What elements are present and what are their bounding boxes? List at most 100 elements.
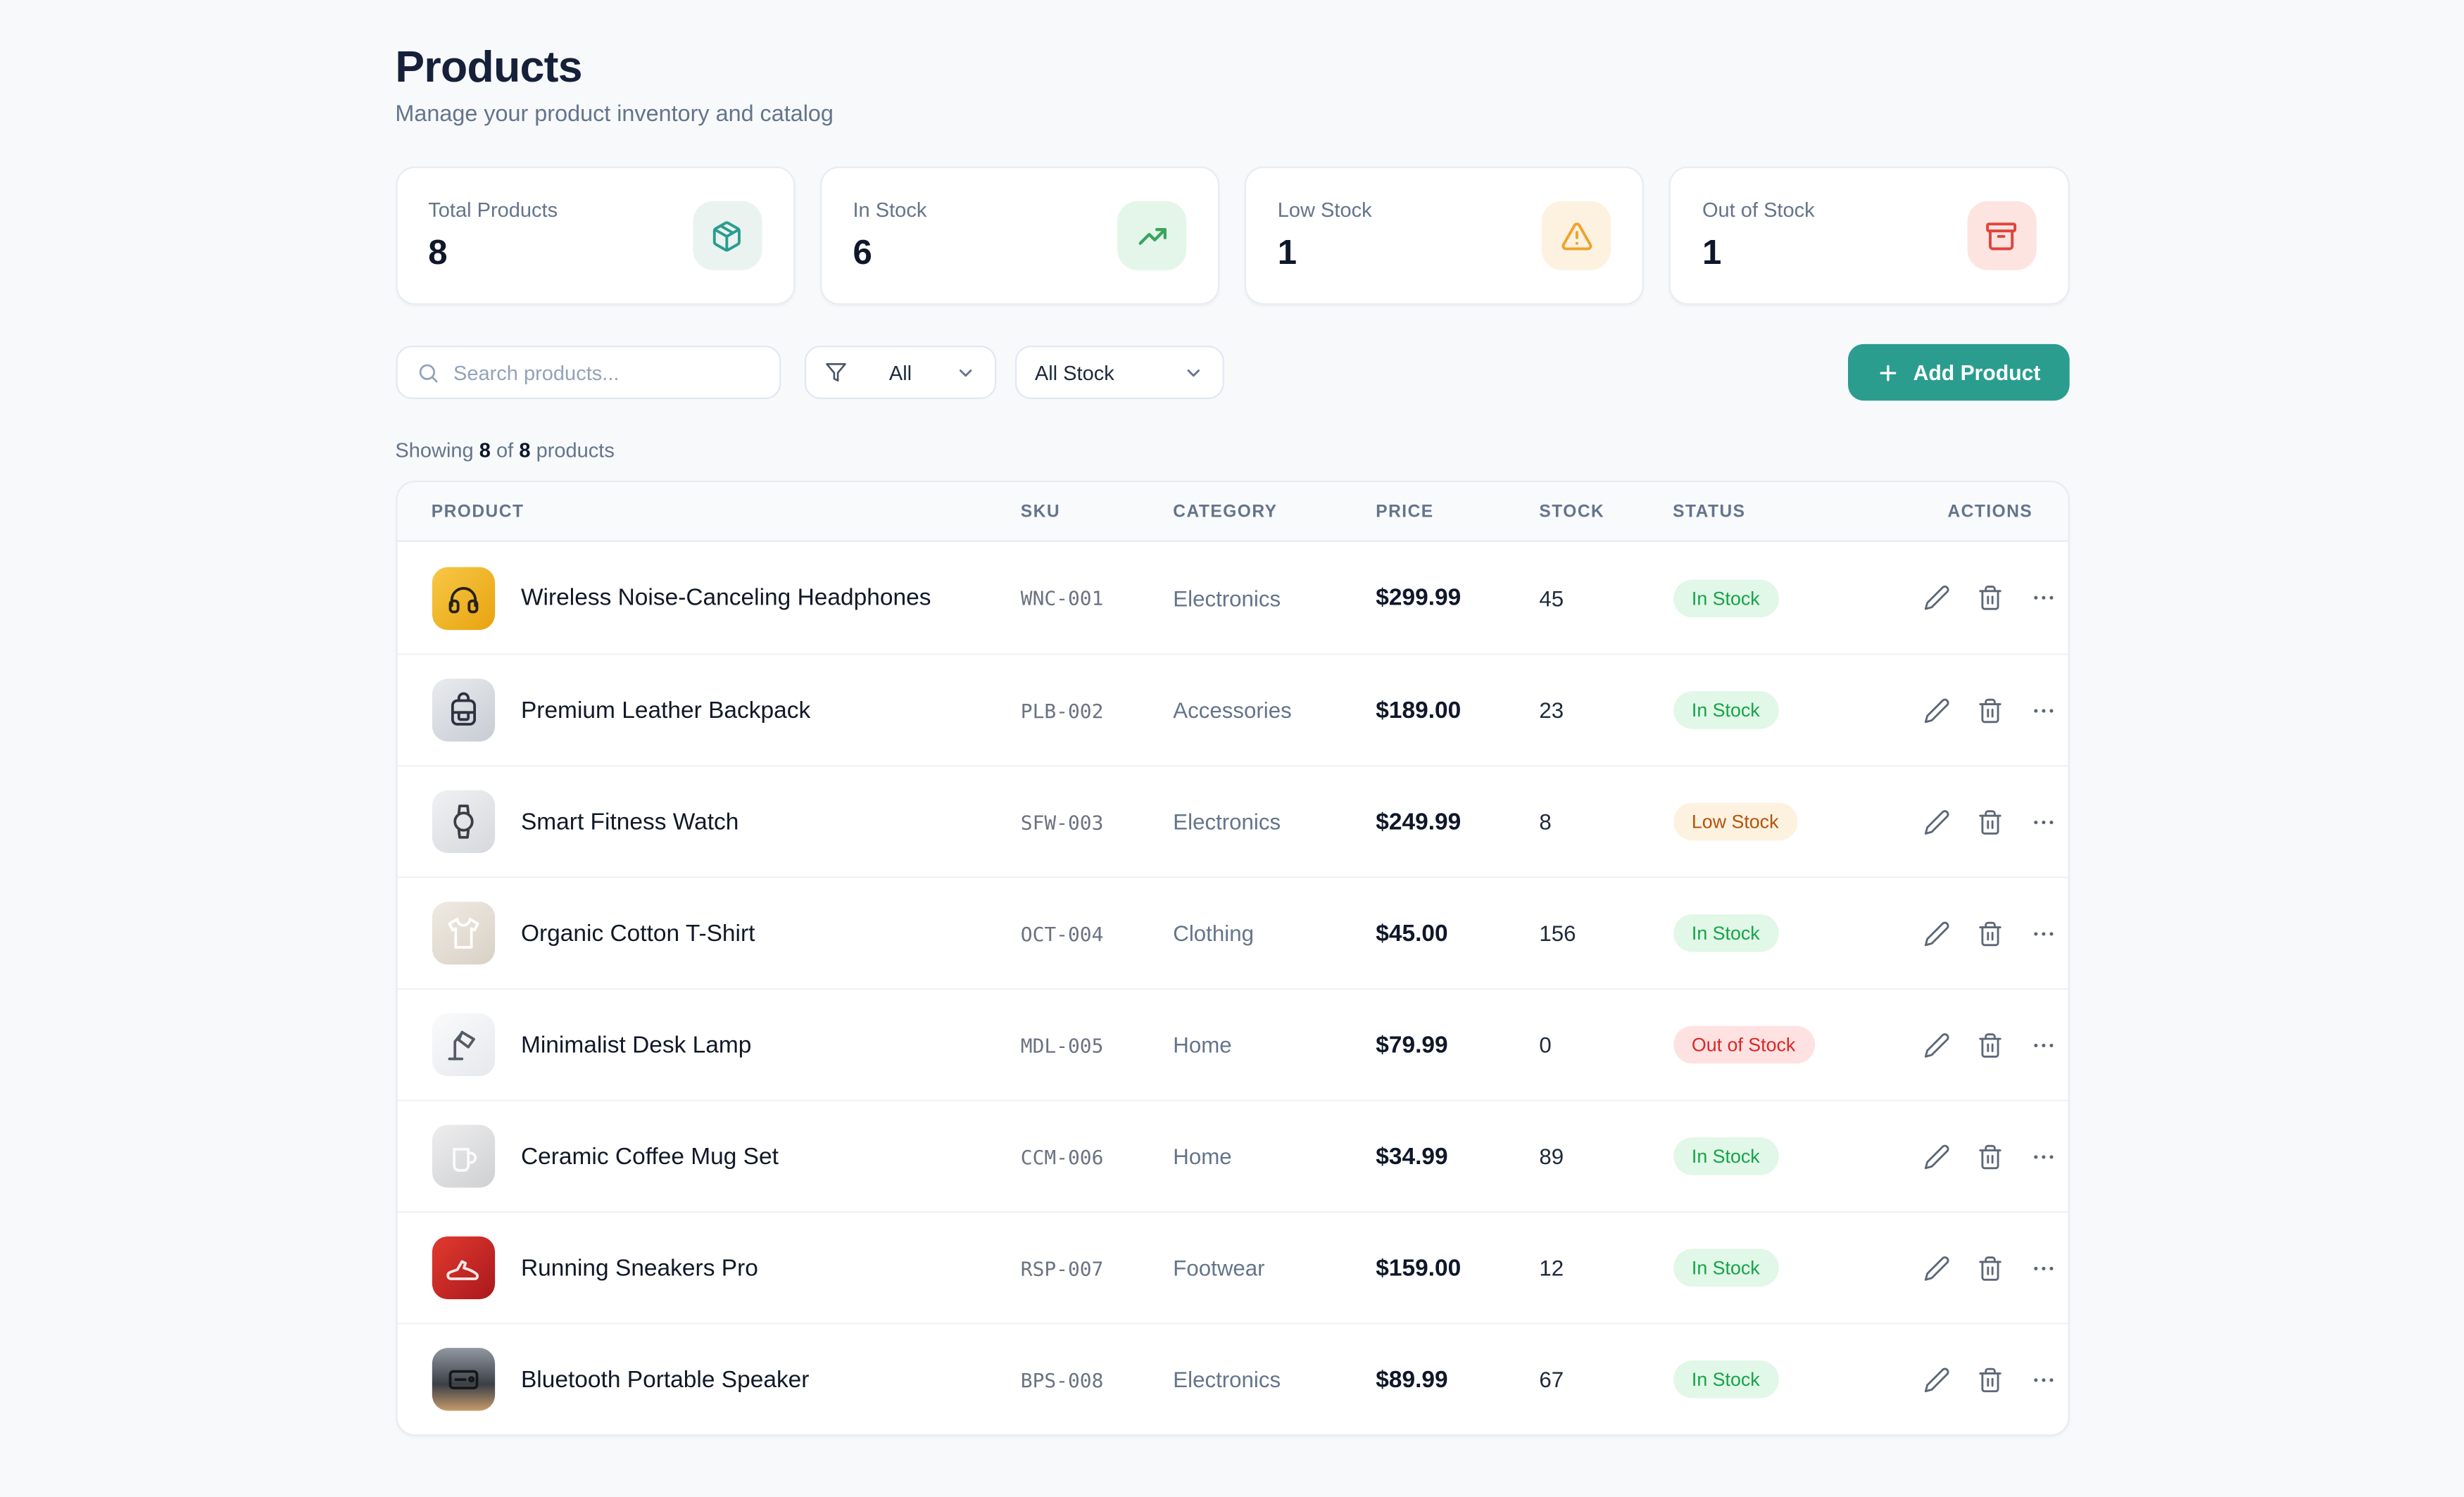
product-price: $34.99 [1376, 1142, 1448, 1170]
chevron-down-icon [958, 368, 972, 377]
product-thumb [431, 1125, 495, 1188]
product-thumb [431, 1236, 495, 1299]
more-button[interactable] [2023, 1136, 2064, 1177]
status-cell: In Stock [1673, 1137, 1916, 1175]
status-badge: In Stock [1673, 914, 1779, 952]
product-sku: WNC-001 [1020, 586, 1104, 610]
edit-button[interactable] [1916, 1359, 1957, 1400]
product-name: Premium Leather Backpack [520, 696, 811, 724]
ellipsis-icon [2034, 819, 2054, 823]
edit-button[interactable] [1916, 1024, 1957, 1065]
status-badge: In Stock [1673, 1360, 1779, 1398]
product-thumb [431, 1013, 495, 1077]
add-product-label: Add Product [1913, 360, 2041, 384]
status-cell: In Stock [1673, 914, 1916, 952]
desk-lamp-icon [447, 1030, 474, 1061]
more-button[interactable] [2023, 801, 2064, 842]
row-actions [1916, 1247, 2064, 1288]
trash-icon [1979, 697, 2001, 723]
product-thumb [431, 566, 495, 629]
category-filter-select[interactable]: All [803, 346, 996, 399]
ellipsis-icon [2034, 1042, 2054, 1047]
stat-value: 1 [1277, 232, 1297, 272]
total-count: 8 [519, 438, 531, 462]
delete-button[interactable] [1970, 1136, 2011, 1177]
product-sku: PLB-002 [1020, 698, 1104, 722]
chevron-down-icon [1186, 368, 1199, 377]
more-button[interactable] [2023, 1247, 2064, 1288]
status-badge: In Stock [1673, 691, 1779, 729]
stats-row: Total Products 8 In Stock 6 [395, 166, 2069, 305]
stat-label: Total Products [428, 198, 558, 222]
product-category: Clothing [1173, 921, 1254, 946]
status-badge: Low Stock [1673, 802, 1798, 841]
product-price: $45.00 [1376, 919, 1448, 947]
edit-button[interactable] [1916, 690, 1957, 731]
edit-button[interactable] [1916, 801, 1957, 842]
trash-icon [1979, 1144, 2001, 1169]
stat-card-in-stock: In Stock 6 [819, 166, 1220, 305]
delete-button[interactable] [1970, 1024, 2011, 1065]
pencil-icon [1924, 921, 1949, 946]
product-price: $159.00 [1376, 1254, 1462, 1282]
row-actions [1916, 690, 2064, 731]
backpack-icon [450, 692, 475, 726]
delete-button[interactable] [1970, 577, 2011, 618]
table-header-row: Product SKU Category Price Stock Status … [396, 482, 2068, 543]
table-row: Running Sneakers Pro RSP-007 Footwear $1… [396, 1211, 2068, 1323]
more-button[interactable] [2023, 577, 2064, 618]
product-table-body: Wireless Noise-Canceling Headphones WNC-… [396, 542, 2068, 1434]
toolbar: All All Stock Add Product [395, 343, 2069, 401]
status-cell: In Stock [1673, 579, 1916, 617]
product-sku: OCT-004 [1020, 921, 1104, 945]
edit-button[interactable] [1916, 913, 1957, 954]
product-name: Running Sneakers Pro [520, 1254, 758, 1282]
category-filter-value: All [888, 360, 912, 384]
archive-icon [1966, 201, 2036, 270]
filter-icon [825, 362, 846, 382]
search-box[interactable] [395, 346, 781, 399]
more-button[interactable] [2023, 1024, 2064, 1065]
product-cell: Premium Leather Backpack [431, 678, 1021, 742]
product-price: $249.99 [1376, 808, 1462, 835]
search-input[interactable] [453, 360, 760, 384]
add-product-button[interactable]: Add Product [1847, 343, 2069, 401]
ellipsis-icon [2034, 1154, 2054, 1158]
results-summary: Showing 8 of 8 products [395, 438, 615, 462]
ellipsis-icon [2034, 1265, 2054, 1270]
pencil-icon [1924, 697, 1949, 723]
product-sku: MDL-005 [1020, 1032, 1104, 1057]
row-actions [1916, 1359, 2064, 1400]
delete-button[interactable] [1970, 690, 2011, 731]
trash-icon [1979, 1256, 2001, 1280]
edit-button[interactable] [1916, 577, 1957, 618]
product-cell: Bluetooth Portable Speaker [431, 1348, 1021, 1411]
edit-button[interactable] [1916, 1136, 1957, 1177]
delete-button[interactable] [1970, 913, 2011, 954]
delete-button[interactable] [1970, 1247, 2011, 1288]
product-price: $189.00 [1376, 696, 1462, 724]
search-icon [418, 363, 437, 382]
product-name: Bluetooth Portable Speaker [520, 1365, 810, 1393]
column-header-status: Status [1673, 502, 1746, 521]
product-category: Electronics [1173, 1366, 1281, 1392]
alert-triangle-icon [1542, 201, 1611, 270]
trash-icon [1979, 586, 2001, 610]
product-name: Wireless Noise-Canceling Headphones [520, 584, 931, 612]
stat-value: 6 [853, 232, 872, 272]
edit-button[interactable] [1916, 1247, 1957, 1288]
table-row: Wireless Noise-Canceling Headphones WNC-… [396, 542, 2068, 654]
more-button[interactable] [2023, 690, 2064, 731]
plus-icon [1879, 364, 1896, 381]
stock-filter-select[interactable]: All Stock [1014, 346, 1224, 399]
row-actions [1916, 1024, 2064, 1065]
more-button[interactable] [2023, 1359, 2064, 1400]
product-category: Electronics [1173, 585, 1281, 611]
column-header-price: Price [1376, 502, 1434, 521]
delete-button[interactable] [1970, 1359, 2011, 1400]
ellipsis-icon [2034, 1377, 2054, 1382]
product-cell: Running Sneakers Pro [431, 1236, 1021, 1299]
page-title: Products [395, 42, 582, 91]
delete-button[interactable] [1970, 801, 2011, 842]
more-button[interactable] [2023, 913, 2064, 954]
